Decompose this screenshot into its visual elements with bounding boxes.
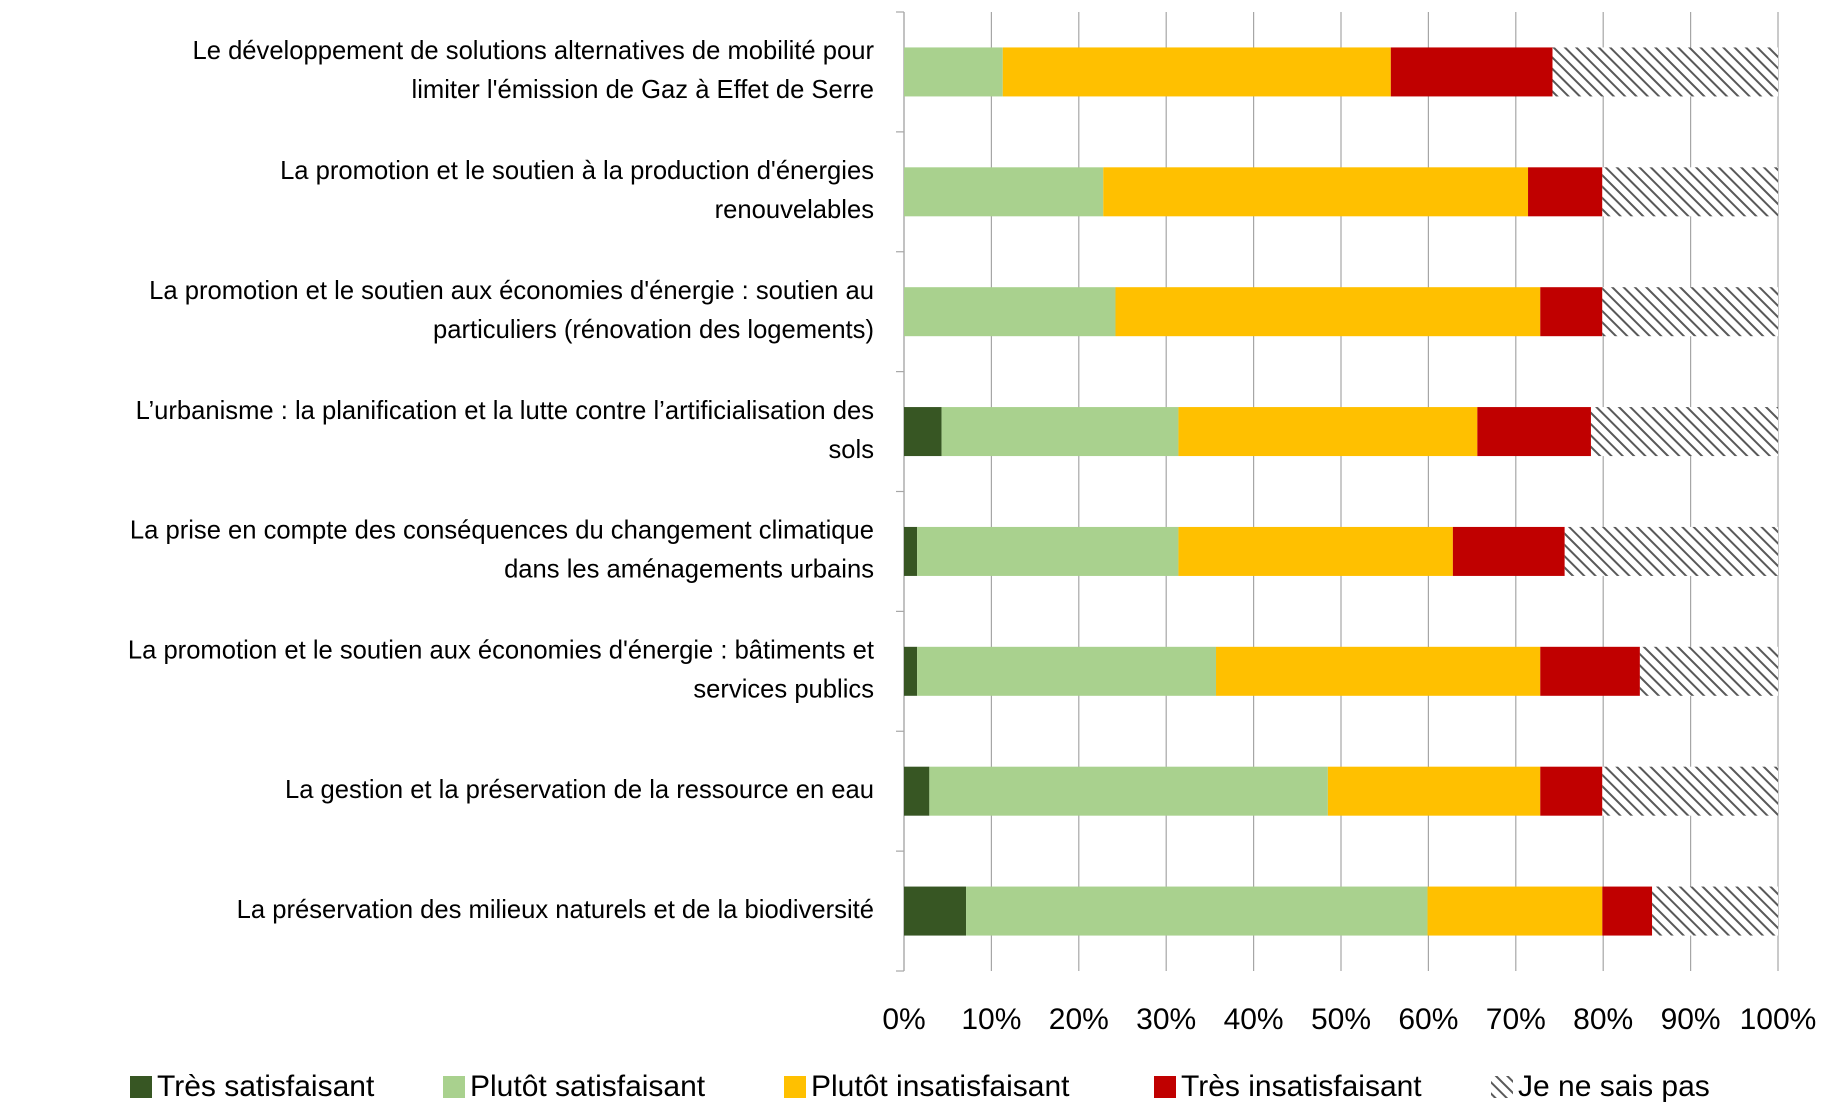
bar-segment xyxy=(904,526,918,576)
bar-segment xyxy=(1602,287,1778,337)
bar-segment xyxy=(904,287,1116,337)
category-label: limiter l'émission de Gaz à Effet de Ser… xyxy=(412,76,874,104)
bar-segment xyxy=(904,886,967,936)
x-tick-label: 70% xyxy=(1486,1003,1546,1036)
x-tick-label: 10% xyxy=(961,1003,1021,1036)
legend-label: Je ne sais pas xyxy=(1518,1070,1710,1103)
x-tick-label: 100% xyxy=(1740,1003,1817,1036)
legend-swatch xyxy=(443,1076,465,1098)
bar-segment xyxy=(1652,886,1778,936)
bar-segment xyxy=(1639,646,1778,696)
bar-segment xyxy=(1540,646,1640,696)
x-tick-label: 20% xyxy=(1049,1003,1109,1036)
category-label: sols xyxy=(828,436,874,464)
legend-swatch xyxy=(1154,1076,1176,1098)
category-label: particuliers (rénovation des logements) xyxy=(433,316,874,344)
bar-segment xyxy=(1564,526,1778,576)
legend-swatch xyxy=(784,1076,806,1098)
bar-segment xyxy=(904,167,1104,217)
x-tick-label: 60% xyxy=(1398,1003,1458,1036)
category-label: La promotion et le soutien aux économies… xyxy=(128,637,874,665)
bar-segment xyxy=(1477,407,1591,457)
category-label: La gestion et la préservation de la ress… xyxy=(285,776,874,804)
category-label: L’urbanisme : la planification et la lut… xyxy=(136,397,874,425)
bar-segment xyxy=(929,766,1328,816)
bar-segment xyxy=(1103,167,1529,217)
legend-label: Très insatisfaisant xyxy=(1181,1070,1422,1103)
category-label: La préservation des milieux naturels et … xyxy=(237,896,874,924)
category-label: Le développement de solutions alternativ… xyxy=(192,37,874,65)
x-tick-label: 40% xyxy=(1224,1003,1284,1036)
bar-segment xyxy=(1602,886,1653,936)
category-label: La promotion et le soutien aux économies… xyxy=(149,277,874,305)
bar-segment xyxy=(1602,167,1778,217)
bar-segment xyxy=(1590,407,1778,457)
bar-segment xyxy=(917,526,1179,576)
x-tick-label: 0% xyxy=(882,1003,925,1036)
bar-segment xyxy=(1602,766,1778,816)
category-label: La prise en compte des conséquences du c… xyxy=(130,517,874,545)
bar-segment xyxy=(904,407,942,457)
bar-segment xyxy=(1216,646,1541,696)
bar-segment xyxy=(904,47,1003,97)
legend-label: Plutôt satisfaisant xyxy=(470,1070,706,1103)
category-label: dans les aménagements urbains xyxy=(504,556,874,584)
legend-swatch xyxy=(1491,1076,1513,1098)
bar-segment xyxy=(917,646,1217,696)
bar-segment xyxy=(941,407,1179,457)
category-label: La promotion et le soutien à la producti… xyxy=(280,157,874,185)
legend-swatch xyxy=(130,1076,152,1098)
bar-segment xyxy=(1390,47,1553,97)
bar-segment xyxy=(1178,407,1478,457)
bar-segment xyxy=(1002,47,1391,97)
bar-segment xyxy=(1115,287,1541,337)
x-tick-label: 50% xyxy=(1311,1003,1371,1036)
bar-segment xyxy=(904,766,930,816)
bar-segment xyxy=(1452,526,1565,576)
category-label: renouvelables xyxy=(715,196,874,224)
bar-segment xyxy=(966,886,1428,936)
legend-label: Très satisfaisant xyxy=(157,1070,375,1103)
bar-segment xyxy=(1427,886,1603,936)
bar-segment xyxy=(1540,287,1603,337)
bar-segment xyxy=(1528,167,1603,217)
x-tick-label: 30% xyxy=(1136,1003,1196,1036)
legend-label: Plutôt insatisfaisant xyxy=(811,1070,1070,1103)
x-tick-label: 90% xyxy=(1661,1003,1721,1036)
x-tick-label: 80% xyxy=(1573,1003,1633,1036)
bar-segment xyxy=(1540,766,1603,816)
category-label: services publics xyxy=(693,676,874,704)
bar-segment xyxy=(1552,47,1778,97)
bar-segment xyxy=(904,646,918,696)
bar-segment xyxy=(1178,526,1453,576)
bar-segment xyxy=(1327,766,1541,816)
